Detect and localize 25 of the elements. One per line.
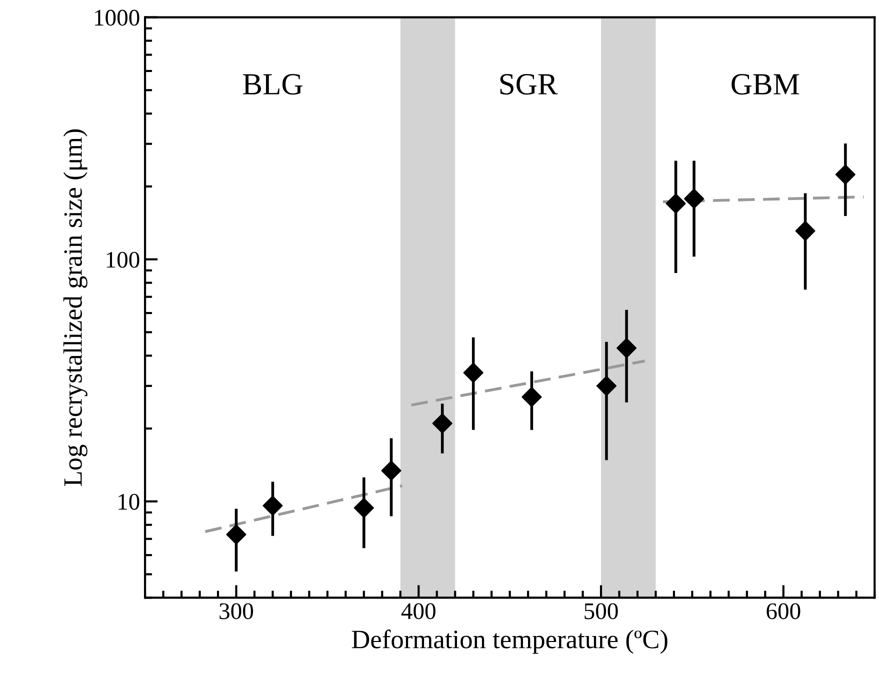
point	[381, 460, 402, 481]
point	[795, 220, 816, 241]
point	[684, 188, 704, 209]
y-tick-label: 100	[106, 252, 140, 268]
point	[262, 496, 283, 516]
y-tick-label: 10	[118, 494, 140, 510]
point	[835, 164, 856, 185]
x-tick-label: 300	[220, 603, 254, 620]
point	[354, 498, 374, 518]
x-tick-label: 500	[584, 603, 618, 620]
point	[432, 413, 452, 434]
point	[226, 524, 246, 544]
x-tick-label: 600	[766, 603, 800, 620]
x-tick-label: 400	[401, 603, 436, 620]
point	[522, 386, 542, 407]
point	[596, 376, 616, 396]
annotation: GBM	[732, 74, 800, 95]
y-axis-title: Log recrystallized grain size (μm)	[63, 129, 88, 486]
annotation: SGR	[500, 74, 558, 95]
y-tick-label: 1000	[95, 10, 140, 26]
point	[616, 338, 637, 358]
x-axis-title: Deformation temperature (ºC)	[352, 630, 668, 654]
point	[463, 362, 484, 383]
point	[666, 194, 686, 214]
annotation: BLG	[243, 74, 302, 95]
